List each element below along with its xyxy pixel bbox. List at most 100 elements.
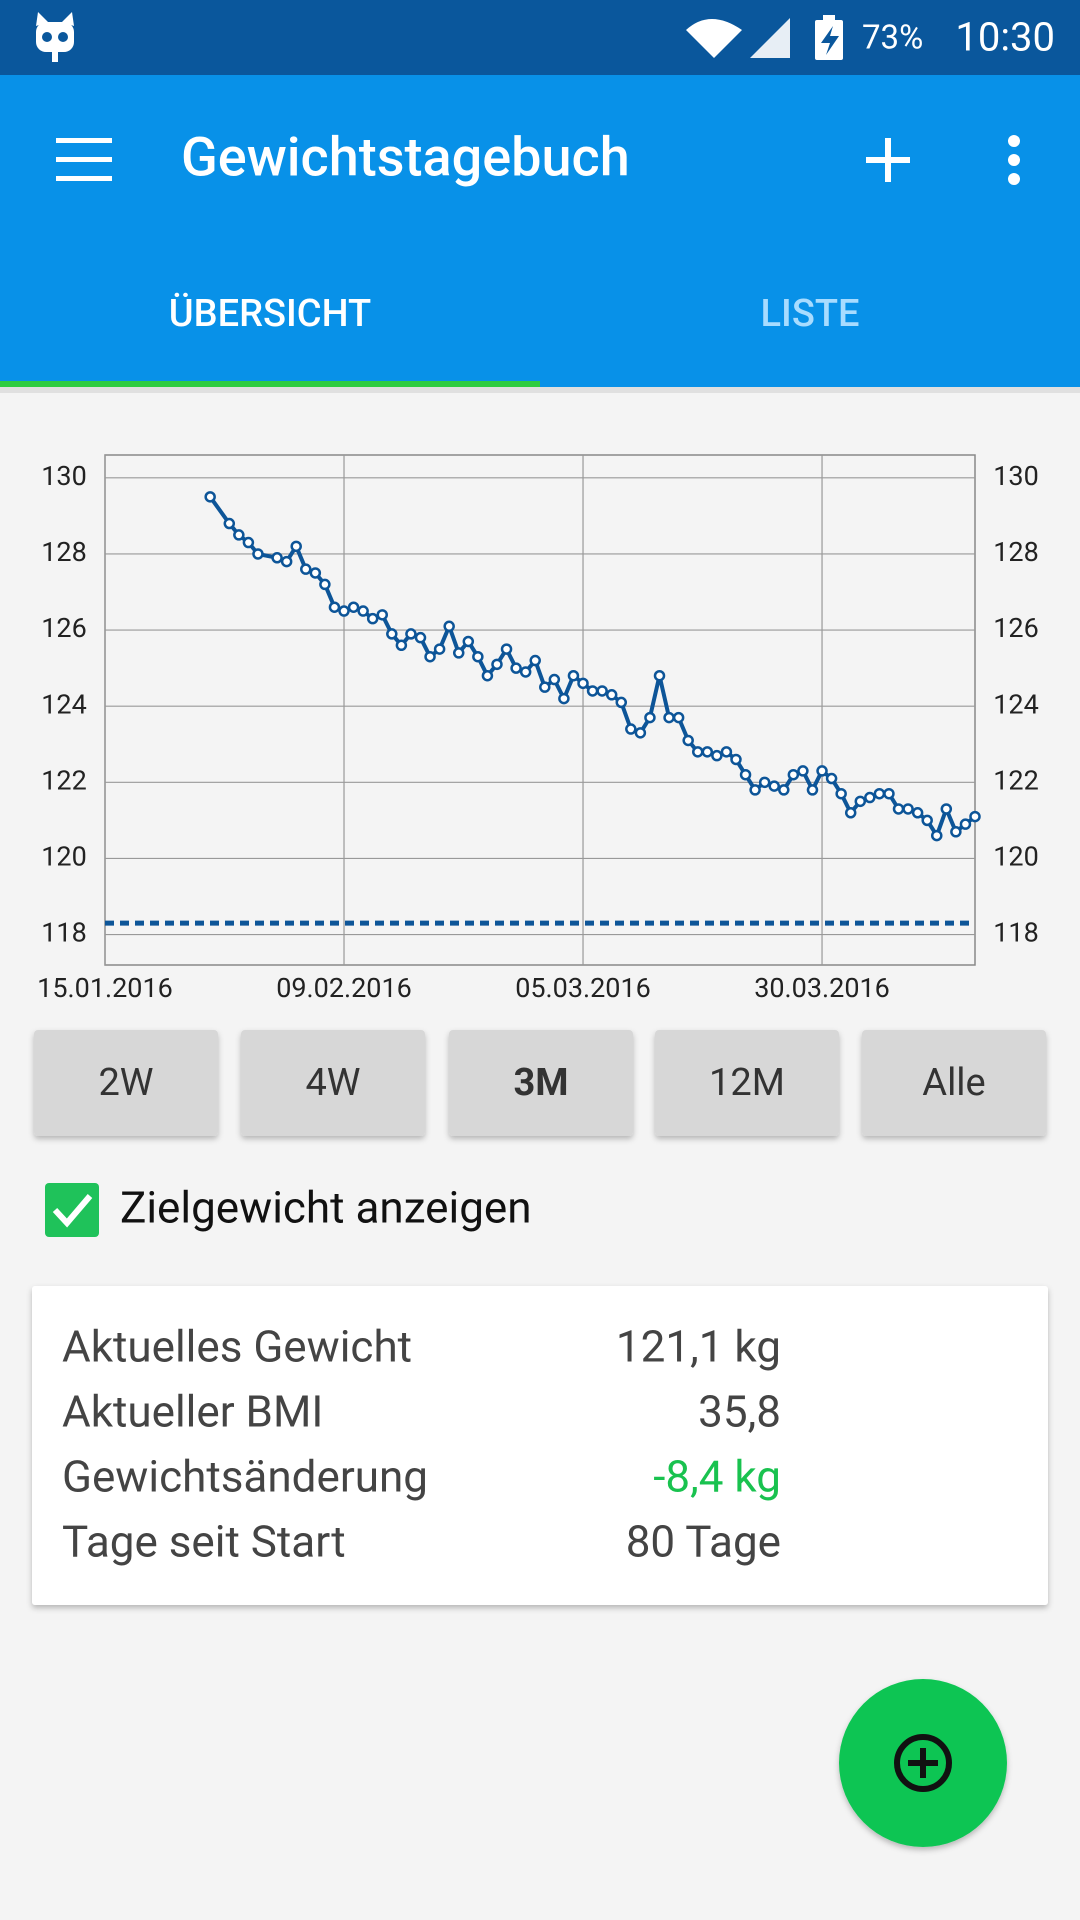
- weight-point: [338, 605, 350, 617]
- weight-point: [644, 711, 656, 724]
- x-tick-label: 15.01.2016: [37, 972, 173, 1004]
- goal-checkbox-label[interactable]: Zielgewicht anzeigen: [120, 1182, 532, 1234]
- signal-icon: [750, 18, 790, 58]
- weight-point: [376, 609, 389, 621]
- weight-point: [395, 639, 408, 652]
- weight-point: [797, 765, 809, 777]
- stat-value: 35,8: [698, 1386, 781, 1438]
- range-button[interactable]: [241, 1030, 425, 1136]
- tab[interactable]: LISTE: [761, 292, 860, 336]
- cm-icon: [36, 12, 74, 62]
- range-button-label[interactable]: 2W: [98, 1061, 153, 1105]
- weight-point: [940, 803, 953, 815]
- weight-point: [386, 628, 398, 640]
- stats-card: [32, 1286, 1048, 1605]
- y-tick-label: 120: [41, 841, 87, 873]
- weight-point: [950, 826, 962, 838]
- x-tick-label: 05.03.2016: [515, 972, 651, 1004]
- weight-point: [223, 517, 236, 530]
- weight-point: [252, 548, 264, 560]
- weight-point: [443, 620, 455, 633]
- weight-point: [653, 669, 666, 682]
- y-tick-label-right: 120: [993, 841, 1039, 873]
- weight-point: [691, 746, 704, 758]
- weight-point: [347, 601, 360, 613]
- weight-point: [931, 829, 943, 842]
- weight-point: [625, 723, 637, 735]
- range-button-label[interactable]: Alle: [922, 1061, 985, 1105]
- weight-point: [529, 654, 541, 667]
- weight-point: [605, 689, 618, 701]
- add-button[interactable]: [866, 138, 910, 182]
- app-bar-shadow: [0, 387, 1080, 393]
- weight-point: [290, 540, 302, 553]
- range-button[interactable]: [655, 1030, 839, 1136]
- weight-point: [768, 780, 780, 792]
- status-bar: [0, 0, 1080, 75]
- battery-text: 73%: [862, 19, 923, 58]
- weight-point: [204, 491, 216, 503]
- weight-point: [500, 643, 513, 655]
- weight-point: [510, 662, 522, 674]
- weight-point: [749, 784, 761, 796]
- weight-point: [491, 658, 503, 671]
- app-title: Gewichtstagebuch: [181, 126, 630, 189]
- weight-point: [424, 650, 436, 663]
- menu-button[interactable]: [56, 138, 112, 181]
- weight-point: [730, 753, 742, 766]
- weight-point: [567, 669, 580, 682]
- weight-point: [357, 605, 369, 617]
- weight-point: [309, 567, 322, 579]
- weight-point: [414, 631, 427, 644]
- weight-point: [739, 768, 752, 781]
- weight-point: [892, 803, 905, 815]
- weight-point: [663, 711, 675, 724]
- tab-indicator: [0, 381, 540, 387]
- weight-point: [921, 814, 933, 827]
- weight-point: [242, 536, 255, 549]
- y-tick-label: 126: [41, 612, 87, 644]
- y-tick-label: 122: [41, 764, 87, 796]
- weight-point: [462, 635, 475, 648]
- battery-icon: [815, 15, 843, 60]
- goal-checkbox[interactable]: [45, 1183, 99, 1237]
- overflow-button[interactable]: [1008, 135, 1020, 185]
- stat-label: Aktuelles Gewicht: [62, 1321, 412, 1373]
- weight-point: [787, 768, 800, 781]
- weight-point: [596, 685, 608, 697]
- y-tick-label: 118: [41, 917, 87, 949]
- weight-point: [825, 772, 838, 785]
- y-tick-label-right: 118: [993, 917, 1039, 949]
- weight-point: [586, 685, 599, 697]
- range-button[interactable]: [862, 1030, 1046, 1136]
- weight-point: [711, 749, 723, 762]
- weight-point: [280, 555, 293, 568]
- fab[interactable]: [839, 1679, 1007, 1847]
- range-button-label[interactable]: 3M: [513, 1061, 568, 1105]
- range-button-label[interactable]: 4W: [305, 1061, 360, 1105]
- y-tick-label-right: 124: [993, 688, 1039, 720]
- range-button[interactable]: [34, 1030, 218, 1136]
- range-button-label[interactable]: 12M: [709, 1061, 785, 1105]
- weight-point: [835, 787, 847, 800]
- y-tick-label: 128: [41, 536, 87, 568]
- tab[interactable]: ÜBERSICHT: [169, 291, 371, 336]
- stat-label: Gewichtsänderung: [62, 1451, 428, 1503]
- clock: 10:30: [955, 14, 1055, 61]
- weight-point: [883, 787, 895, 800]
- y-tick-label-right: 128: [993, 536, 1039, 568]
- range-button[interactable]: [449, 1030, 633, 1136]
- weight-point: [959, 818, 972, 830]
- weight-point: [472, 650, 484, 663]
- weight-point: [452, 647, 465, 659]
- weight-point: [548, 673, 561, 686]
- weight-point: [233, 529, 245, 541]
- weight-point: [758, 776, 771, 789]
- wifi-icon: [686, 19, 742, 58]
- y-tick-label-right: 122: [993, 764, 1039, 796]
- weight-point: [519, 666, 532, 678]
- y-tick-label: 124: [41, 688, 87, 720]
- weight-point: [328, 601, 341, 613]
- stat-label: Aktueller BMI: [62, 1386, 323, 1438]
